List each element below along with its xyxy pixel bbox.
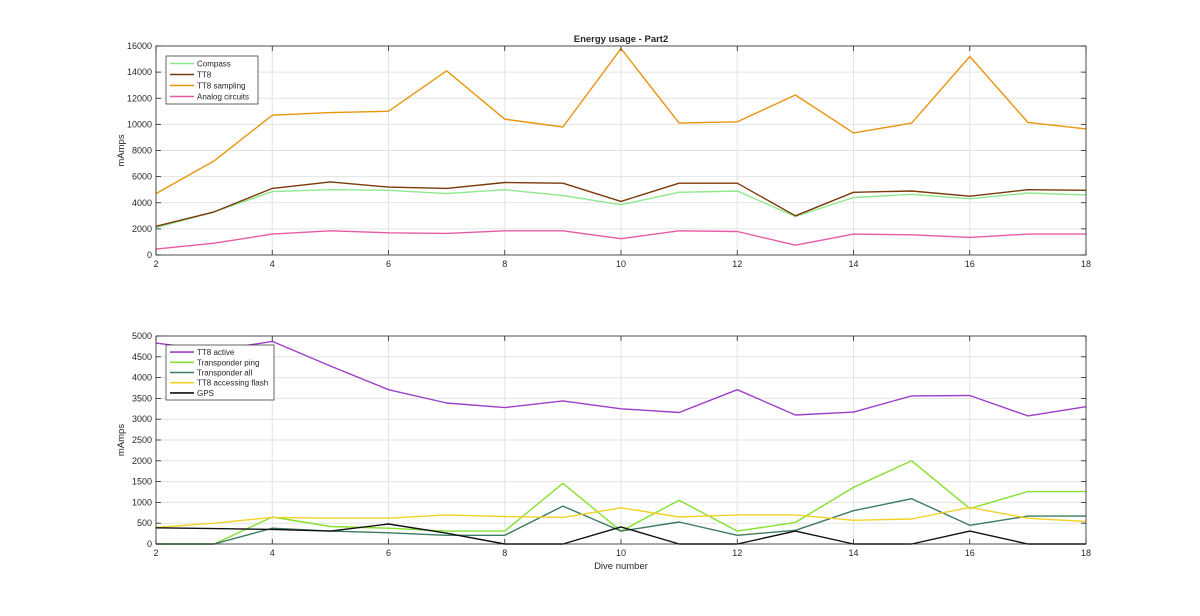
- x-tick-label: 14: [848, 548, 858, 558]
- series-line-tt8-accessing-flash: [155, 506, 1087, 529]
- y-axis-label: mAmps: [116, 134, 127, 166]
- legend-label-gps: GPS: [197, 389, 214, 398]
- legend-label-transponder-ping: Transponder ping: [197, 358, 259, 367]
- x-tick-label: 10: [616, 259, 626, 269]
- x-tick-label: 6: [386, 259, 391, 269]
- legend-label-compass: Compass: [197, 60, 231, 69]
- y-tick-label: 6000: [132, 172, 152, 182]
- x-tick-label: 2: [153, 548, 158, 558]
- y-tick-label: 3500: [132, 393, 152, 403]
- x-tick-label: 10: [616, 548, 626, 558]
- y-tick-label: 0: [147, 539, 152, 549]
- legend-label-tt8: TT8: [197, 71, 212, 80]
- y-tick-label: 10000: [127, 119, 152, 129]
- y-tick-label: 4500: [132, 352, 152, 362]
- x-tick-label: 18: [1081, 548, 1091, 558]
- y-tick-label: 4000: [132, 198, 152, 208]
- dive-energy-plot: 2 4 6 8 10 12 14 16 18 0 500 1000 1500 2000 2500 3000 35…: [116, 331, 1091, 572]
- y-tick-label: 2000: [132, 456, 152, 466]
- y-tick-label: 2500: [132, 435, 152, 445]
- y-tick-label: 8000: [132, 146, 152, 156]
- legend-label-tt8-active: TT8 active: [197, 348, 235, 357]
- legend-label-tt8-accessing-flash: TT8 accessing flash: [197, 379, 268, 388]
- x-tick-label: 4: [270, 548, 275, 558]
- x-tick-label: 12: [732, 259, 742, 269]
- y-tick-label: 1500: [132, 477, 152, 487]
- x-tick-label: 6: [386, 548, 391, 558]
- series-line-compass: [155, 188, 1087, 229]
- legend-label-tt8-sampling: TT8 sampling: [197, 82, 245, 91]
- legend-label-analog-circuits: Analog circuits: [197, 93, 249, 102]
- y-axis-label: mAmps: [116, 424, 127, 456]
- x-tick-label: 18: [1081, 259, 1091, 269]
- y-tick-label: 16000: [127, 41, 152, 51]
- series-line-analog-circuits: [155, 230, 1086, 250]
- legend: Compass TT8 TT8 sampling Analog circuits: [165, 55, 259, 105]
- x-tick-label: 8: [502, 259, 507, 269]
- x-tick-label: 4: [270, 259, 275, 269]
- x-tick-label: 8: [502, 548, 507, 558]
- legend-label-transponder-all: Transponder all: [197, 369, 253, 378]
- x-tick-label: 14: [848, 259, 858, 269]
- y-tick-label: 0: [147, 250, 152, 260]
- x-axis-label: Dive number: [594, 561, 648, 572]
- x-tick-label: 12: [732, 548, 742, 558]
- y-tick-label: 14000: [127, 67, 152, 77]
- y-tick-label: 1000: [132, 497, 152, 507]
- series-line-gps: [155, 523, 1086, 545]
- x-tick-label: 16: [965, 259, 975, 269]
- y-tick-label: 500: [137, 518, 152, 528]
- x-tick-label: 16: [965, 548, 975, 558]
- series-line-tt8: [155, 181, 1087, 227]
- y-tick-label: 5000: [132, 331, 152, 341]
- y-tick-label: 4000: [132, 373, 152, 383]
- y-tick-label: 12000: [127, 93, 152, 103]
- y-tick-label: 3000: [132, 414, 152, 424]
- energy-usage-plot: 2 4 6 8 10 12 14 16 18 0 2000 4000 6000 8000 10000 1200…: [116, 34, 1091, 269]
- chart-title: Energy usage - Part2: [574, 34, 669, 45]
- y-tick-label: 2000: [132, 224, 152, 234]
- x-tick-label: 2: [153, 259, 158, 269]
- series-line-tt8-active: [155, 340, 1087, 417]
